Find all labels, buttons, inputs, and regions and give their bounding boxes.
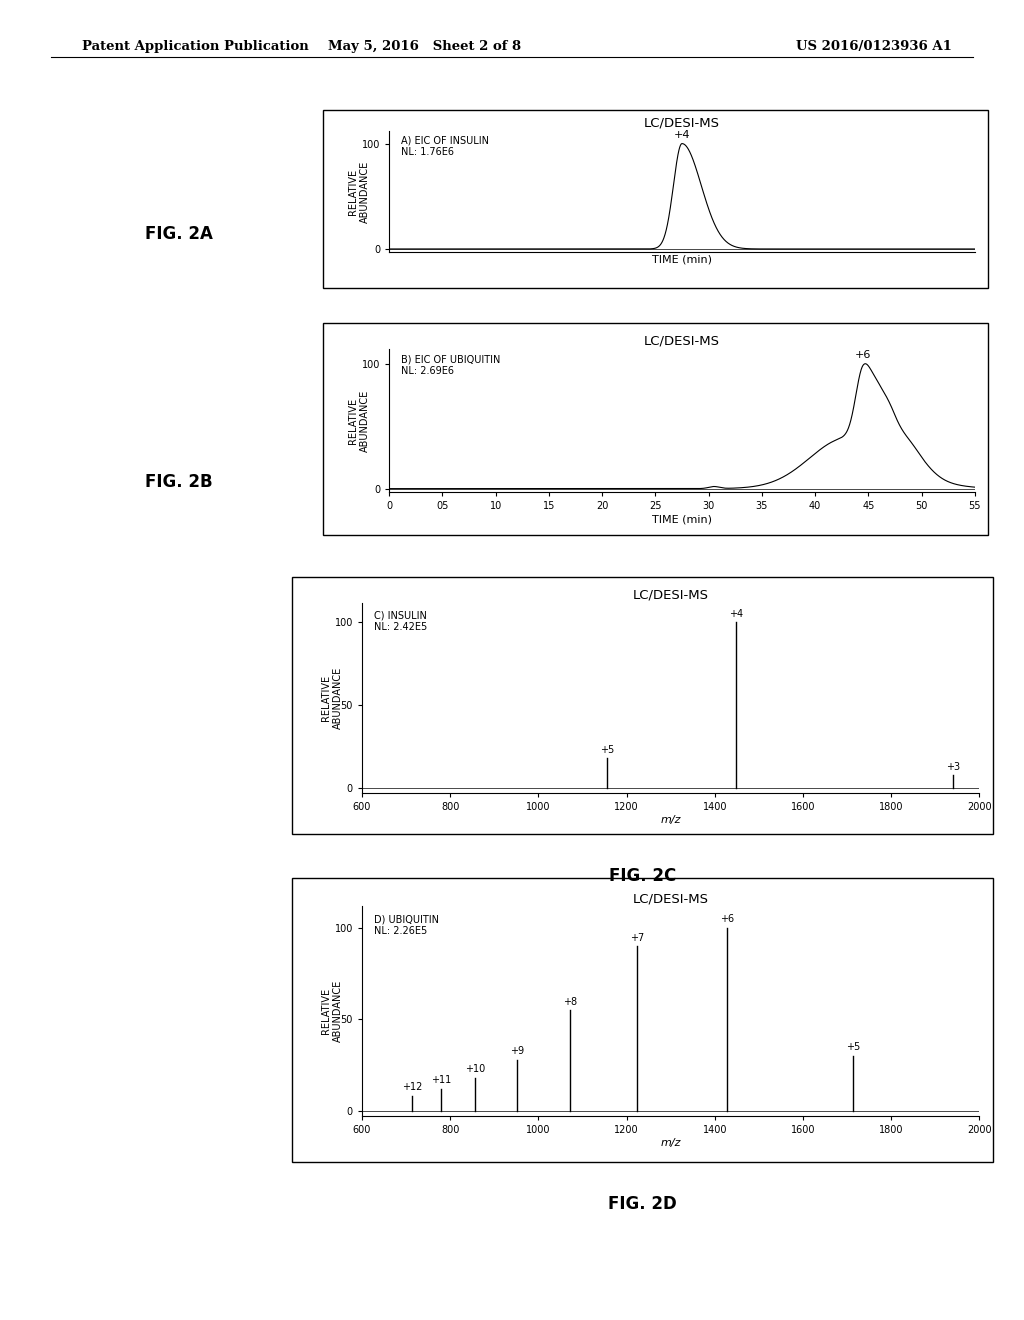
- Text: +5: +5: [600, 744, 613, 755]
- Text: D) UBIQUITIN
NL: 2.26E5: D) UBIQUITIN NL: 2.26E5: [375, 915, 439, 936]
- Text: B) EIC OF UBIQUITIN
NL: 2.69E6: B) EIC OF UBIQUITIN NL: 2.69E6: [400, 355, 500, 376]
- Text: +7: +7: [630, 933, 644, 942]
- X-axis label: TIME (min): TIME (min): [652, 255, 712, 265]
- Text: +3: +3: [946, 762, 959, 771]
- Text: May 5, 2016   Sheet 2 of 8: May 5, 2016 Sheet 2 of 8: [329, 40, 521, 53]
- Text: +5: +5: [846, 1043, 860, 1052]
- Text: +9: +9: [510, 1045, 524, 1056]
- Text: +11: +11: [431, 1076, 451, 1085]
- Text: US 2016/0123936 A1: US 2016/0123936 A1: [797, 40, 952, 53]
- Title: LC/DESI-MS: LC/DESI-MS: [644, 334, 720, 347]
- Text: FIG. 2C: FIG. 2C: [609, 867, 676, 886]
- X-axis label: TIME (min): TIME (min): [652, 515, 712, 524]
- Text: +4: +4: [729, 609, 743, 619]
- Text: +6: +6: [855, 350, 871, 360]
- Text: C) INSULIN
NL: 2.42E5: C) INSULIN NL: 2.42E5: [375, 610, 428, 632]
- Text: FIG. 2B: FIG. 2B: [145, 473, 213, 491]
- Text: +6: +6: [720, 915, 734, 924]
- Y-axis label: RELATIVE
ABUNDANCE: RELATIVE ABUNDANCE: [348, 161, 370, 223]
- Text: +8: +8: [562, 997, 577, 1007]
- Text: +12: +12: [402, 1082, 423, 1093]
- Y-axis label: RELATIVE
ABUNDANCE: RELATIVE ABUNDANCE: [321, 979, 343, 1043]
- Title: LC/DESI-MS: LC/DESI-MS: [644, 116, 720, 129]
- Y-axis label: RELATIVE
ABUNDANCE: RELATIVE ABUNDANCE: [348, 389, 370, 451]
- Text: +10: +10: [465, 1064, 485, 1074]
- Y-axis label: RELATIVE
ABUNDANCE: RELATIVE ABUNDANCE: [321, 667, 343, 729]
- X-axis label: m/z: m/z: [660, 1138, 681, 1148]
- Text: FIG. 2D: FIG. 2D: [608, 1195, 677, 1213]
- Text: Patent Application Publication: Patent Application Publication: [82, 40, 308, 53]
- X-axis label: m/z: m/z: [660, 814, 681, 825]
- Title: LC/DESI-MS: LC/DESI-MS: [633, 892, 709, 906]
- Text: A) EIC OF INSULIN
NL: 1.76E6: A) EIC OF INSULIN NL: 1.76E6: [400, 136, 488, 157]
- Text: +4: +4: [674, 131, 690, 140]
- Text: FIG. 2A: FIG. 2A: [145, 224, 213, 243]
- Title: LC/DESI-MS: LC/DESI-MS: [633, 589, 709, 602]
